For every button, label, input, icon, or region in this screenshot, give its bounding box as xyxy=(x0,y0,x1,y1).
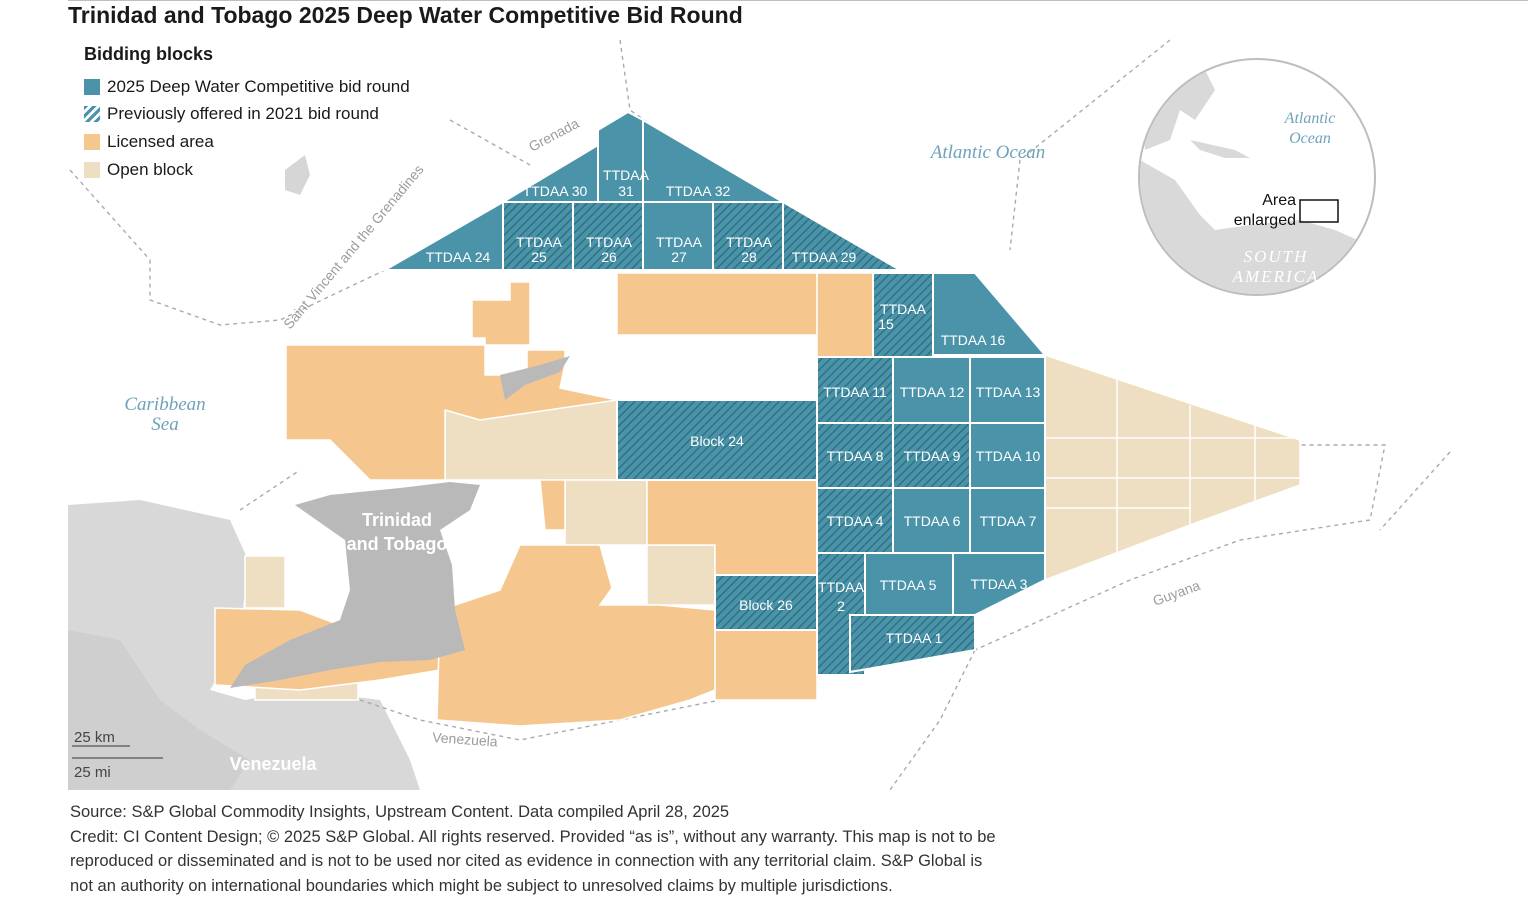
label-ttdaa-15b: 15 xyxy=(878,316,894,332)
legend-swatch-bid-round xyxy=(84,79,100,95)
footer: Source: S&P Global Commodity Insights, U… xyxy=(70,800,1190,898)
inset-atlantic-1: Atlantic xyxy=(1284,110,1336,127)
label-ttdaa-12: TTDAA 12 xyxy=(900,384,965,400)
locator-inset: Atlantic Ocean Area enlarged SOUTH AMERI… xyxy=(1138,58,1380,300)
label-ttdaa-1: TTDAA 1 xyxy=(886,630,943,646)
legend-item-bid-round: 2025 Deep Water Competitive bid round xyxy=(84,73,410,101)
scale-mi: 25 mi xyxy=(74,764,111,781)
legend-label: Open block xyxy=(107,160,193,180)
label-ttdaa-29: TTDAA 29 xyxy=(792,249,857,265)
legend-item-previously-offered: Previously offered in 2021 bid round xyxy=(84,101,410,129)
label-ttdaa-7: TTDAA 7 xyxy=(980,513,1037,529)
label-ttdaa-10: TTDAA 10 xyxy=(976,448,1041,464)
legend-item-open: Open block xyxy=(84,156,410,184)
label-ttdaa-15a: TTDAA xyxy=(880,301,927,317)
inset-atlantic-2: Ocean xyxy=(1289,130,1331,147)
footer-source: Source: S&P Global Commodity Insights, U… xyxy=(70,800,1190,825)
caribbean-label-1: Caribbean xyxy=(124,394,205,415)
grenada-label: Grenada xyxy=(526,115,582,155)
label-ttdaa-31a: TTDAA xyxy=(603,167,650,183)
label-ttdaa-28a: TTDAA xyxy=(726,234,773,250)
inset-area-2: enlarged xyxy=(1234,212,1296,229)
label-ttdaa-11: TTDAA 11 xyxy=(823,384,887,400)
legend-label: 2025 Deep Water Competitive bid round xyxy=(107,77,410,97)
label-ttdaa-28b: 28 xyxy=(741,249,757,265)
label-ttdaa-27b: 27 xyxy=(671,249,687,265)
label-ttdaa-6: TTDAA 6 xyxy=(904,513,961,529)
label-ttdaa-4: TTDAA 4 xyxy=(827,513,884,529)
label-block-26: Block 26 xyxy=(739,597,793,613)
label-ttdaa-16: TTDAA 16 xyxy=(941,332,1006,348)
label-ttdaa-2a: TTDAA xyxy=(818,579,865,595)
guyana-label: Guyana xyxy=(1151,577,1203,609)
inset-sa-2: AMERICA xyxy=(1232,267,1320,286)
caribbean-label-2: Sea xyxy=(151,414,178,435)
label-ttdaa-27a: TTDAA xyxy=(656,234,703,250)
trinidad-label-1: Trinidad xyxy=(362,510,432,530)
footer-credit-1: Credit: CI Content Design; © 2025 S&P Gl… xyxy=(70,825,1190,850)
legend-label: Licensed area xyxy=(107,132,214,152)
legend-swatch-open xyxy=(84,162,100,178)
inset-sa-1: SOUTH xyxy=(1244,247,1309,266)
label-ttdaa-3: TTDAA 3 xyxy=(971,576,1028,592)
label-ttdaa-2b: 2 xyxy=(837,598,845,614)
label-ttdaa-24: TTDAA 24 xyxy=(426,249,491,265)
legend-label: Previously offered in 2021 bid round xyxy=(107,104,379,124)
legend-title: Bidding blocks xyxy=(84,44,410,65)
inset-area-1: Area xyxy=(1262,192,1296,209)
label-ttdaa-31b: 31 xyxy=(618,183,634,199)
legend-swatch-previously-offered xyxy=(84,106,100,122)
label-ttdaa-26b: 26 xyxy=(601,249,617,265)
legend-swatch-licensed xyxy=(84,134,100,150)
label-ttdaa-25b: 25 xyxy=(531,249,547,265)
legend: Bidding blocks 2025 Deep Water Competiti… xyxy=(84,44,410,183)
venezuela-border-label: Venezuela xyxy=(432,729,499,750)
scale-km: 25 km xyxy=(74,729,115,746)
label-block-24: Block 24 xyxy=(690,433,744,449)
legend-item-licensed: Licensed area xyxy=(84,128,410,156)
label-ttdaa-26a: TTDAA xyxy=(586,234,633,250)
label-ttdaa-25a: TTDAA xyxy=(516,234,563,250)
trinidad-label-2: and Tobago xyxy=(347,534,448,554)
venezuela-land-label: Venezuela xyxy=(229,754,317,774)
label-ttdaa-13: TTDAA 13 xyxy=(976,384,1041,400)
label-ttdaa-8: TTDAA 8 xyxy=(827,448,884,464)
label-ttdaa-5: TTDAA 5 xyxy=(880,577,937,593)
atlantic-ocean-label: Atlantic Ocean xyxy=(929,142,1046,163)
label-ttdaa-32: TTDAA 32 xyxy=(666,183,731,199)
label-ttdaa-30: TTDAA 30 xyxy=(523,183,588,199)
label-ttdaa-9: TTDAA 9 xyxy=(904,448,961,464)
footer-credit-2: reproduced or disseminated and is not to… xyxy=(70,849,1190,874)
footer-credit-3: not an authority on international bounda… xyxy=(70,874,1190,898)
